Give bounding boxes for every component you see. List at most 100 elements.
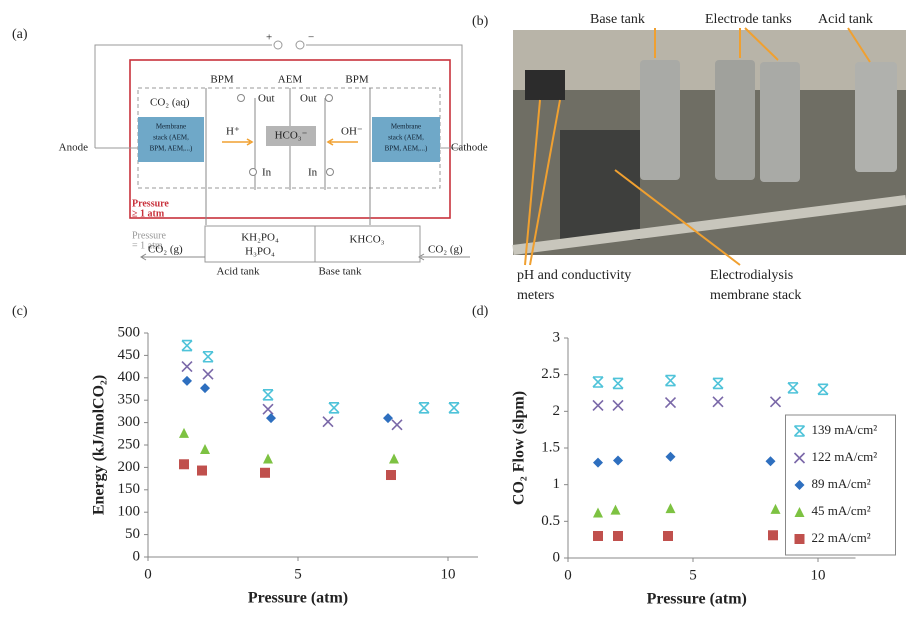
photo-label: meters <box>517 288 554 303</box>
label: Pressure <box>132 230 166 241</box>
base-tank <box>314 225 421 263</box>
marker <box>664 396 677 409</box>
label: OH⁻ <box>341 126 363 138</box>
label: = 1 atm <box>132 240 163 251</box>
y-tick-label: 0 <box>553 549 561 565</box>
marker <box>260 467 270 478</box>
marker <box>768 530 778 541</box>
label: Out <box>258 93 275 105</box>
marker <box>202 350 214 363</box>
x-tick-label: 5 <box>294 566 302 582</box>
marker <box>383 413 393 424</box>
label: BPM, AEM,...) <box>385 145 428 153</box>
marker <box>665 503 676 514</box>
panel-label: (b) <box>472 14 489 29</box>
photo-label: Acid tank <box>818 12 873 27</box>
x-axis-label: Pressure (atm) <box>248 590 348 607</box>
label: ≥ 1 atm <box>132 208 165 219</box>
marker <box>769 396 782 408</box>
label: KH₂PO₄ <box>241 232 279 244</box>
photo-arrows <box>524 27 871 266</box>
marker <box>787 382 799 394</box>
marker <box>328 402 340 414</box>
pressure-boundary <box>129 59 451 219</box>
photo-label: Electrodialysis <box>710 268 793 283</box>
x-tick-label: 5 <box>689 567 697 583</box>
label: AEM <box>278 74 303 86</box>
label: Cathode <box>451 142 488 154</box>
plus: + <box>266 32 272 44</box>
label: CO₂ (aq) <box>150 97 190 109</box>
membrane-stack <box>372 117 440 162</box>
label: In <box>308 167 318 179</box>
label: BPM <box>345 74 368 86</box>
marker <box>197 465 207 476</box>
y-tick-label: 50 <box>125 526 140 542</box>
wire <box>94 44 463 148</box>
port <box>326 168 334 176</box>
tank <box>715 60 755 180</box>
terminal <box>273 40 283 50</box>
marker <box>712 396 724 408</box>
marker <box>663 531 673 541</box>
marker <box>200 383 210 394</box>
x-tick-label: 0 <box>144 566 152 582</box>
marker <box>181 339 193 352</box>
y-tick-label: 1 <box>553 476 561 492</box>
label: H⁺ <box>226 126 240 138</box>
wall <box>513 30 906 90</box>
y-tick-label: 2 <box>553 403 561 419</box>
label: BPM <box>210 74 233 86</box>
marker <box>793 425 806 437</box>
marker <box>592 376 604 388</box>
marker <box>266 413 276 424</box>
y-tick-label: 350 <box>118 392 141 408</box>
process-diagram: + − BPM AEM BPM CO₂ (aq) Out Out Membran… <box>59 32 488 278</box>
panel-label: (a) <box>12 27 28 42</box>
x-tick-label: 0 <box>564 567 572 583</box>
pipes <box>205 190 371 225</box>
marker <box>179 427 189 438</box>
membrane-stack <box>560 130 640 240</box>
tank <box>640 60 680 180</box>
marker <box>262 403 274 415</box>
port <box>237 94 245 102</box>
label: Membrane <box>156 123 186 131</box>
y-tick-label: 400 <box>118 369 141 385</box>
label: Membrane <box>391 123 421 131</box>
y-tick-label: 1.5 <box>541 439 560 455</box>
marker <box>202 368 214 380</box>
legend-label: 139 mA/cm² <box>812 422 878 437</box>
label: Anode <box>59 142 88 154</box>
gas-arrows <box>140 253 470 261</box>
ion-box <box>266 126 316 146</box>
photo-label: membrane stack <box>710 288 801 303</box>
terminal <box>295 40 305 50</box>
marker <box>593 507 603 518</box>
marker <box>817 383 829 396</box>
legend-label: 122 mA/cm² <box>812 449 878 464</box>
panel-label: (c) <box>12 304 28 319</box>
y-axis-label: CO₂ Flow (slpm) <box>511 391 528 505</box>
marker <box>765 456 776 467</box>
label: BPM, AEM,...) <box>150 145 193 153</box>
marker <box>664 374 677 387</box>
label: Acid tank <box>216 266 260 278</box>
label: HCO₃⁻ <box>275 130 308 142</box>
y-tick-label: 150 <box>118 481 141 497</box>
ion-arrows <box>222 138 358 146</box>
marker <box>592 399 604 412</box>
marker <box>386 470 396 481</box>
marker <box>448 402 460 414</box>
y-tick-label: 2.5 <box>541 366 560 382</box>
label: CO₂ (g) <box>148 244 183 256</box>
x-tick-label: 10 <box>441 566 456 582</box>
minus: − <box>308 32 314 44</box>
label: Pressure <box>132 198 169 209</box>
port <box>325 94 333 102</box>
y-tick-label: 0.5 <box>541 513 560 529</box>
photo: Base tank Electrode tanks Acid tank pH a… <box>512 12 906 303</box>
marker <box>200 444 210 455</box>
marker <box>794 534 805 544</box>
marker <box>593 531 603 541</box>
